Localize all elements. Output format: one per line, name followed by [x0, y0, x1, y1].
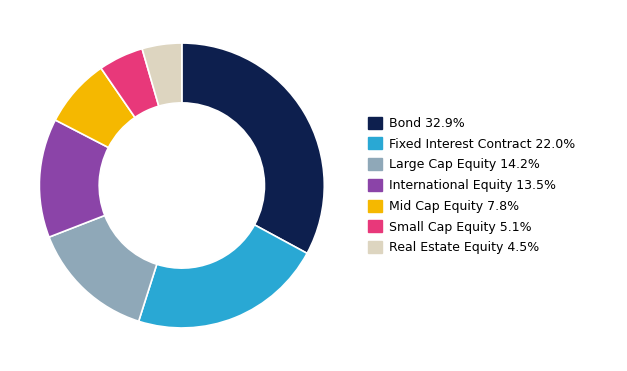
Wedge shape [182, 43, 324, 253]
Wedge shape [40, 120, 108, 237]
Wedge shape [139, 225, 307, 328]
Wedge shape [49, 216, 157, 321]
Wedge shape [55, 68, 135, 148]
Wedge shape [101, 49, 159, 118]
Wedge shape [142, 43, 182, 106]
Legend: Bond 32.9%, Fixed Interest Contract 22.0%, Large Cap Equity 14.2%, International: Bond 32.9%, Fixed Interest Contract 22.0… [363, 112, 581, 259]
